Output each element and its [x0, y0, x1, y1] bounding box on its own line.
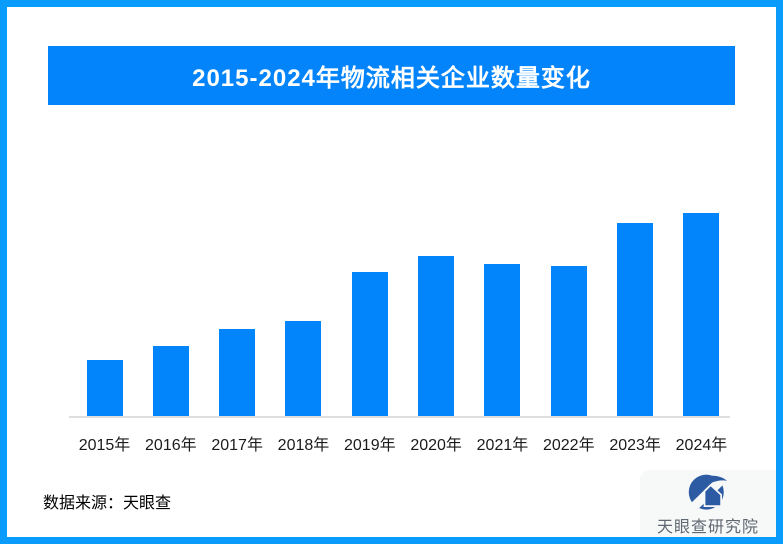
data-source-note: 数据来源：天眼查	[43, 495, 172, 512]
publisher-logo-text: 天眼查研究院	[656, 519, 759, 536]
title-banner: 2015-2024年物流相关企业数量变化	[48, 46, 735, 105]
x-label-2018年: 2018年	[277, 437, 330, 454]
x-label-2016年: 2016年	[145, 437, 197, 454]
x-label-2022年: 2022年	[542, 437, 595, 454]
x-label-2017年: 2017年	[211, 437, 263, 454]
bar-2018年	[285, 321, 322, 417]
bar-2015年	[86, 360, 123, 417]
publisher-logo: 天眼查研究院	[640, 470, 776, 537]
bar-2016年	[152, 346, 189, 417]
tianyancha-eye-logo-icon	[687, 474, 728, 514]
bar-2023年	[617, 223, 654, 417]
x-label-2015年: 2015年	[78, 437, 131, 454]
bar-2021年	[484, 264, 521, 417]
bar-2017年	[219, 329, 256, 417]
x-label-2023年: 2023年	[609, 437, 661, 454]
x-label-2024年: 2024年	[675, 437, 728, 454]
x-label-2019年: 2019年	[344, 437, 396, 454]
bar-2020年	[418, 256, 455, 417]
x-label-2020年: 2020年	[410, 437, 462, 454]
bar-2022年	[550, 266, 587, 417]
x-axis-line	[69, 416, 730, 418]
bar-2019年	[351, 272, 388, 417]
chart-title: 2015-2024年物流相关企业数量变化	[192, 65, 591, 92]
x-label-2021年: 2021年	[476, 437, 529, 454]
bar-2024年	[683, 213, 720, 417]
